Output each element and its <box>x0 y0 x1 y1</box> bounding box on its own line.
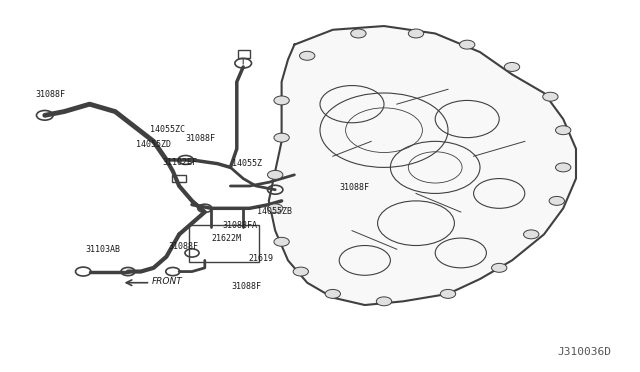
Text: 31088F: 31088F <box>186 134 216 143</box>
Circle shape <box>351 29 366 38</box>
Circle shape <box>524 230 539 239</box>
Text: FRONT: FRONT <box>152 278 182 286</box>
Circle shape <box>549 196 564 205</box>
Text: 14055ZB: 14055ZB <box>257 207 292 216</box>
Bar <box>172 175 186 182</box>
Circle shape <box>376 297 392 306</box>
Text: 14055ZD: 14055ZD <box>136 140 172 149</box>
Text: 31088F: 31088F <box>168 242 198 251</box>
Polygon shape <box>269 26 576 305</box>
Circle shape <box>556 163 571 172</box>
Circle shape <box>504 62 520 71</box>
Text: 31103AB: 31103AB <box>85 245 120 254</box>
Text: 14055ZC: 14055ZC <box>150 125 186 134</box>
Text: 31088F: 31088F <box>339 183 369 192</box>
Text: 21622M: 21622M <box>211 234 241 243</box>
Circle shape <box>293 267 308 276</box>
Bar <box>238 50 250 58</box>
Circle shape <box>268 170 283 179</box>
Circle shape <box>268 204 283 213</box>
Text: 31102EF: 31102EF <box>163 158 198 167</box>
Circle shape <box>274 96 289 105</box>
Circle shape <box>492 263 507 272</box>
Text: 31088F: 31088F <box>232 282 262 291</box>
Text: 14055Z: 14055Z <box>232 159 262 168</box>
Text: 31088F: 31088F <box>35 90 65 99</box>
Circle shape <box>556 126 571 135</box>
Circle shape <box>274 237 289 246</box>
Text: 21619: 21619 <box>248 254 273 263</box>
Circle shape <box>408 29 424 38</box>
Text: 31088FA: 31088FA <box>222 221 257 230</box>
Circle shape <box>325 289 340 298</box>
Circle shape <box>460 40 475 49</box>
Circle shape <box>300 51 315 60</box>
Circle shape <box>440 289 456 298</box>
Circle shape <box>543 92 558 101</box>
Text: J310036D: J310036D <box>557 347 611 357</box>
Circle shape <box>274 133 289 142</box>
